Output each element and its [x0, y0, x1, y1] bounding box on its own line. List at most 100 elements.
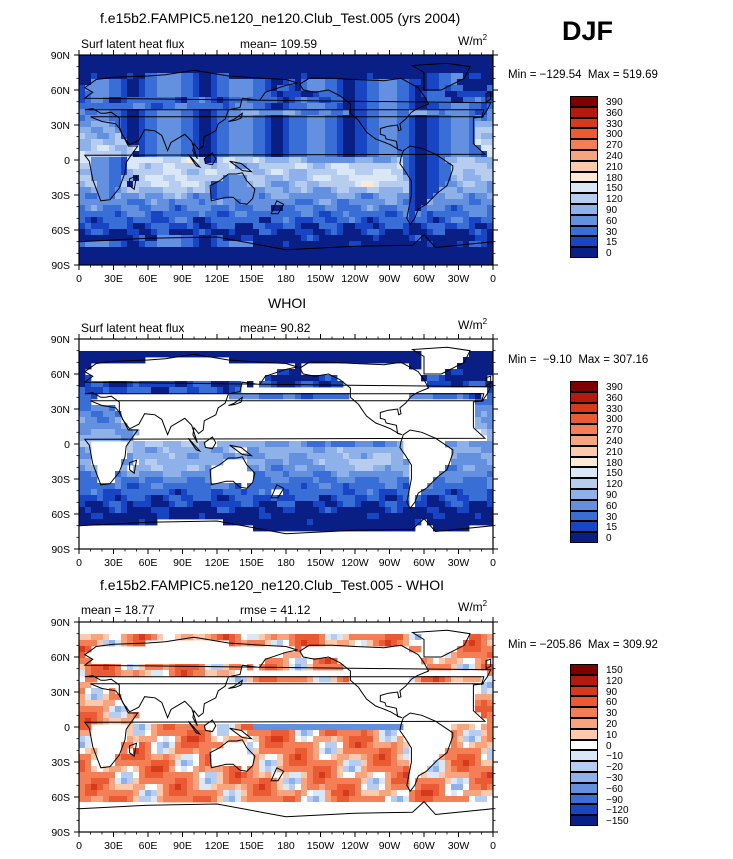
- x-tick-label: 0: [76, 273, 82, 285]
- panel-3-title: f.e15b2.FAMPIC5.ne120_ne120.Club_Test.00…: [100, 577, 444, 593]
- coastline-2-7: [203, 436, 217, 450]
- x-tick-label: 180: [277, 840, 295, 852]
- x-tick-label: 0: [76, 557, 82, 569]
- coastline-1-10: [228, 112, 244, 122]
- x-tick-label: 30W: [448, 273, 470, 285]
- x-tick-label: 60E: [139, 557, 158, 569]
- panel-3-units: W/m2: [458, 599, 488, 614]
- colorbar-level-label: 180: [606, 457, 623, 469]
- colorbar-swatch: [570, 771, 598, 783]
- colorbar-level-label: −20: [606, 762, 623, 774]
- colorbar-level-label: 60: [606, 697, 618, 709]
- coastline-1-3: [410, 62, 471, 91]
- colorbar-level-label: 30: [606, 511, 618, 523]
- coastline-2-12: [229, 444, 254, 457]
- colorbar-swatch: [570, 391, 598, 403]
- colorbar-swatch: [570, 236, 598, 248]
- x-tick-label: 120W: [341, 273, 369, 285]
- x-tick-label: 120E: [205, 273, 230, 285]
- coastline-3-4: [399, 712, 454, 793]
- y-tick-label: 90S: [51, 260, 70, 272]
- colorbar-swatch: [570, 402, 598, 414]
- colorbar-level-label: 270: [606, 140, 623, 152]
- colorbar-swatch: [570, 750, 598, 762]
- colorbar-swatch: [570, 664, 598, 675]
- panel-3-minmax: Min = −205.86 Max = 309.92: [508, 639, 658, 651]
- y-tick-label: 90S: [51, 544, 70, 556]
- y-tick-label: 0: [64, 439, 70, 451]
- colorbar-swatch: [570, 445, 598, 457]
- coastline-1-0: [83, 116, 487, 202]
- colorbar-level-label: 0: [606, 533, 612, 545]
- x-tick-label: 60W: [413, 273, 435, 285]
- y-tick-label: 0: [64, 155, 70, 167]
- coastline-2-1: [83, 353, 492, 444]
- colorbar-swatch: [570, 182, 598, 194]
- colorbar-swatch: [570, 707, 598, 718]
- colorbar-swatch: [570, 225, 598, 237]
- x-tick-label: 60E: [139, 840, 158, 852]
- y-tick-label: 90S: [51, 827, 70, 839]
- map-panel-2: 0 30E 60E 90E 120E 150E 180 150W 120W 90W 60W 30W 09…: [51, 334, 503, 569]
- colorbar-level-label: 90: [606, 686, 618, 698]
- colorbar-swatch: [570, 106, 598, 118]
- colorbar-level-label: −120: [606, 805, 629, 817]
- y-tick-label: 60N: [51, 652, 70, 664]
- colorbar-level-label: −150: [606, 816, 629, 828]
- map-panel-1: 0 30E 60E 90E 120E 150E 180 150W 120W 90W 60W 30W 09…: [51, 50, 503, 285]
- colorbar-swatch: [570, 139, 598, 150]
- colorbar-level-label: 180: [606, 172, 623, 184]
- coastline-2-13: [270, 484, 285, 499]
- x-tick-label: 120E: [205, 557, 230, 569]
- panel-2-left-text: Surf latent heat flux: [81, 321, 185, 335]
- colorbar-level-label: 390: [606, 382, 623, 393]
- colorbar-level-label: 15: [606, 237, 618, 249]
- x-tick-label: 150W: [307, 273, 335, 285]
- colorbar-swatch: [570, 685, 598, 697]
- colorbar-swatch: [570, 717, 598, 729]
- y-tick-label: 30S: [51, 474, 70, 486]
- y-tick-label: 90N: [51, 617, 70, 629]
- coastline-1-13: [270, 200, 285, 215]
- x-tick-label: 0: [490, 557, 496, 569]
- colorbar-level-label: 390: [606, 97, 623, 108]
- coastline-2-3: [410, 346, 471, 375]
- x-tick-label: 30E: [104, 840, 123, 852]
- panel-1-minmax: Min = −129.54 Max = 519.69: [508, 69, 658, 81]
- panel-3-left-text: mean = 18.77: [81, 603, 155, 617]
- colorbar-level-label: 60: [606, 215, 618, 227]
- colorbar-swatch: [570, 128, 598, 140]
- colorbar-level-label: 120: [606, 194, 623, 206]
- coastline-2-11: [485, 375, 492, 387]
- coastline-3-11: [485, 658, 492, 670]
- coastline-3-1: [83, 636, 492, 727]
- colorbar-level-label: 0: [606, 740, 612, 752]
- colorbar-swatch: [570, 467, 598, 479]
- colorbar-swatch: [570, 696, 598, 708]
- colorbar-swatch: [570, 488, 598, 500]
- x-tick-label: 120W: [341, 557, 369, 569]
- colorbar-level-label: 360: [606, 392, 623, 404]
- colorbar-swatch: [570, 434, 598, 446]
- coastline-3-10: [228, 679, 244, 689]
- colorbar-swatch: [570, 782, 598, 794]
- colorbar-level-label: 120: [606, 479, 623, 491]
- coastline-3-2: [299, 644, 430, 719]
- x-tick-label: 30W: [448, 557, 470, 569]
- season-label: DJF: [562, 16, 614, 46]
- colorbar-level-label: 330: [606, 403, 623, 415]
- coastline-2-9: [129, 459, 138, 475]
- coastline-1-5: [209, 172, 256, 205]
- coastline-3-13: [270, 767, 285, 782]
- coastline-3-7: [203, 719, 217, 733]
- coastline-1-4: [399, 145, 454, 226]
- x-tick-label: 180: [277, 557, 295, 569]
- colorbar-swatch: [570, 478, 598, 489]
- coastline-1-1: [83, 69, 492, 160]
- x-tick-label: 120W: [341, 840, 369, 852]
- colorbar-swatch: [570, 149, 598, 161]
- colorbar-swatch: [570, 793, 598, 805]
- panel-1-center-text: mean= 109.59: [240, 37, 318, 51]
- x-tick-label: 60W: [413, 557, 435, 569]
- colorbar-swatch: [570, 674, 598, 686]
